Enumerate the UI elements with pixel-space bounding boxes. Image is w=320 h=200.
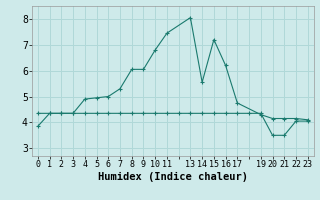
X-axis label: Humidex (Indice chaleur): Humidex (Indice chaleur) xyxy=(98,172,248,182)
